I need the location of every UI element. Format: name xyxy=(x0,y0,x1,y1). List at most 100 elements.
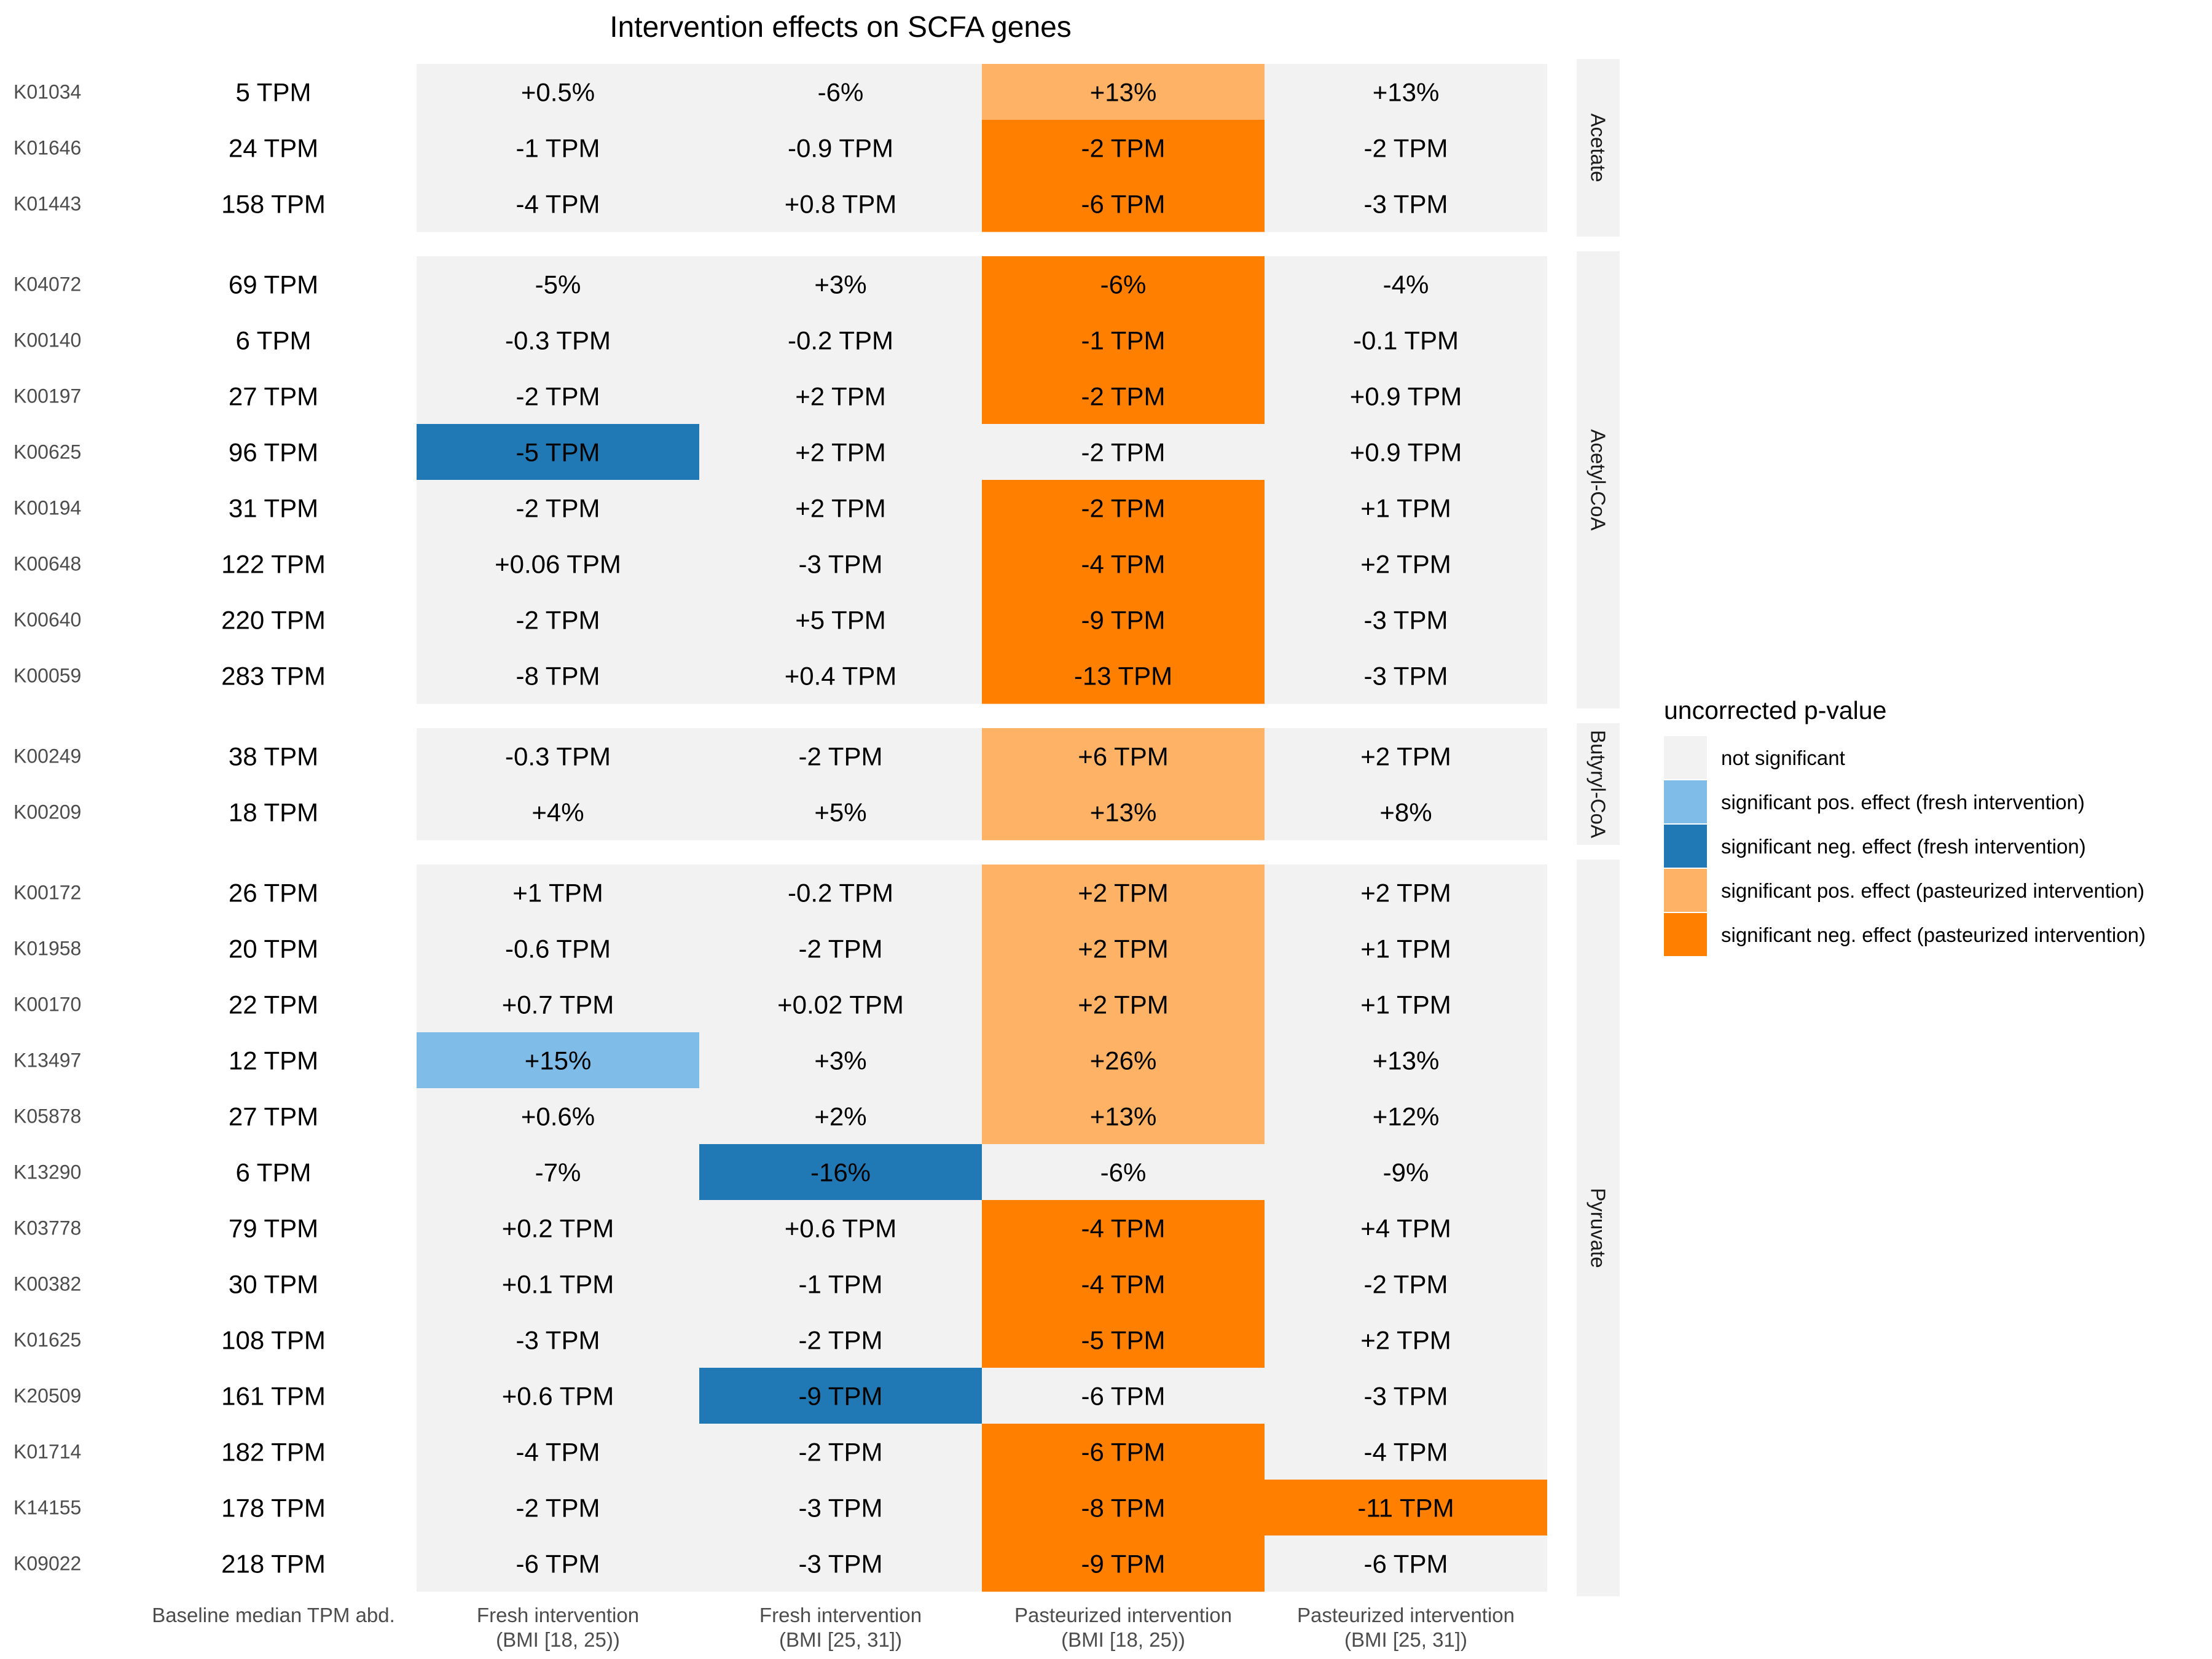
cell-label: -4% xyxy=(1383,270,1429,299)
heatmap-cell xyxy=(699,592,982,648)
cell-label: +0.9 TPM xyxy=(1350,382,1462,411)
baseline-value: 96 TPM xyxy=(229,438,318,467)
cell-label: -0.2 TPM xyxy=(788,879,893,908)
legend-title: uncorrected p-value xyxy=(1664,696,1886,724)
legend-key xyxy=(1664,825,1707,868)
heatmap-cell xyxy=(1265,784,1547,841)
heatmap-cell xyxy=(982,64,1265,120)
heatmap-cell xyxy=(699,784,982,841)
cell-label: -4 TPM xyxy=(516,190,600,219)
x-label-line2: (BMI [25, 31]) xyxy=(1344,1628,1467,1651)
cell-label: +2 TPM xyxy=(1078,879,1168,908)
ko-label: K00640 xyxy=(14,609,81,631)
heatmap-cell xyxy=(699,368,982,425)
heatmap-cell xyxy=(699,1368,982,1424)
heatmap-cell xyxy=(699,424,982,480)
baseline-value: 6 TPM xyxy=(236,1158,312,1187)
cell-label: -2 TPM xyxy=(1081,382,1166,411)
ko-label: K00209 xyxy=(14,801,81,823)
ko-label: K00648 xyxy=(14,553,81,575)
cell-label: -9 TPM xyxy=(1081,1550,1166,1579)
ko-label: K00059 xyxy=(14,665,81,687)
cell-label: -3 TPM xyxy=(516,1326,600,1355)
cell-label: +1 TPM xyxy=(1360,494,1451,523)
heatmap-cell xyxy=(1265,64,1547,120)
heatmap-cell xyxy=(417,1424,699,1480)
cell-label: +0.7 TPM xyxy=(502,990,614,1019)
cell-label: +5% xyxy=(814,798,866,827)
cell-label: -2 TPM xyxy=(516,606,600,635)
heatmap-cell xyxy=(1265,1424,1547,1480)
heatmap-cell xyxy=(1265,256,1547,313)
baseline-value: 18 TPM xyxy=(229,798,318,827)
cell-label: -2 TPM xyxy=(1081,494,1166,523)
cell-label: -6 TPM xyxy=(516,1550,600,1579)
heatmap-cell xyxy=(699,865,982,921)
cell-label: +2 TPM xyxy=(795,494,885,523)
heatmap-cell xyxy=(699,728,982,785)
cell-label: +26% xyxy=(1090,1046,1157,1075)
heatmap-cell xyxy=(982,1535,1265,1592)
baseline-value: 161 TPM xyxy=(221,1382,326,1411)
cell-label: +0.1 TPM xyxy=(502,1270,614,1299)
cell-label: -9 TPM xyxy=(1081,606,1166,635)
baseline-value: 283 TPM xyxy=(221,662,326,691)
ko-label: K01714 xyxy=(14,1441,81,1463)
heatmap-cell xyxy=(1265,1032,1547,1089)
cell-label: -6 TPM xyxy=(1364,1550,1448,1579)
baseline-value: 6 TPM xyxy=(236,326,312,355)
ko-label: K00170 xyxy=(14,994,81,1016)
heatmap-cell xyxy=(417,1480,699,1536)
cell-label: -5 TPM xyxy=(1081,1326,1166,1355)
heatmap-cell xyxy=(1265,920,1547,977)
cell-label: -4 TPM xyxy=(1364,1438,1448,1467)
cell-label: -2 TPM xyxy=(799,935,883,963)
heatmap-cell xyxy=(699,1480,982,1536)
ko-label: K09022 xyxy=(14,1553,81,1575)
ko-label: K05878 xyxy=(14,1105,81,1128)
heatmap-cell xyxy=(982,1424,1265,1480)
heatmap-cell xyxy=(699,536,982,592)
cell-label: -4 TPM xyxy=(1081,1214,1166,1243)
cell-label: -4 TPM xyxy=(1081,1270,1166,1299)
heatmap-cell xyxy=(699,648,982,704)
cell-label: -16% xyxy=(810,1158,871,1187)
heatmap-cell xyxy=(417,424,699,480)
x-label-baseline: Baseline median TPM abd. xyxy=(152,1604,395,1626)
heatmap-cell xyxy=(417,592,699,648)
cell-label: -6% xyxy=(1100,1158,1147,1187)
heatmap-cell xyxy=(417,256,699,313)
ko-label: K01443 xyxy=(14,193,81,215)
cell-label: +2 TPM xyxy=(1078,935,1168,963)
heatmap-cell xyxy=(982,1088,1265,1145)
ko-label: K00197 xyxy=(14,385,81,407)
cell-label: -2 TPM xyxy=(1364,1270,1448,1299)
baseline-value: 27 TPM xyxy=(229,1102,318,1131)
cell-label: +3% xyxy=(814,270,866,299)
ko-label: K00140 xyxy=(14,329,81,351)
heatmap-cell xyxy=(417,368,699,425)
cell-label: +4 TPM xyxy=(1360,1214,1451,1243)
ko-label: K00382 xyxy=(14,1273,81,1295)
cell-label: +0.6 TPM xyxy=(502,1382,614,1411)
cell-label: +0.8 TPM xyxy=(785,190,896,219)
heatmap-cell xyxy=(699,176,982,232)
heatmap-cell xyxy=(1265,1368,1547,1424)
heatmap-cell xyxy=(699,1032,982,1089)
heatmap-cell xyxy=(417,976,699,1033)
heatmap-cell xyxy=(699,1144,982,1201)
cell-label: +13% xyxy=(1090,798,1157,827)
heatmap-cell xyxy=(417,1256,699,1312)
ko-label: K04072 xyxy=(14,273,81,296)
legend-label: not significant xyxy=(1721,747,1845,769)
heatmap-cell xyxy=(1265,312,1547,369)
heatmap-cell xyxy=(417,784,699,841)
cell-label: +8% xyxy=(1379,798,1432,827)
panel-label: Acetyl-CoA xyxy=(1587,429,1610,530)
ko-label: K00194 xyxy=(14,497,81,519)
cell-label: +0.02 TPM xyxy=(777,990,904,1019)
cell-label: -3 TPM xyxy=(1364,1382,1448,1411)
legend-label: significant pos. effect (pasteurized int… xyxy=(1721,879,2144,902)
cell-label: -8 TPM xyxy=(1081,1494,1166,1523)
cell-label: +5 TPM xyxy=(795,606,885,635)
